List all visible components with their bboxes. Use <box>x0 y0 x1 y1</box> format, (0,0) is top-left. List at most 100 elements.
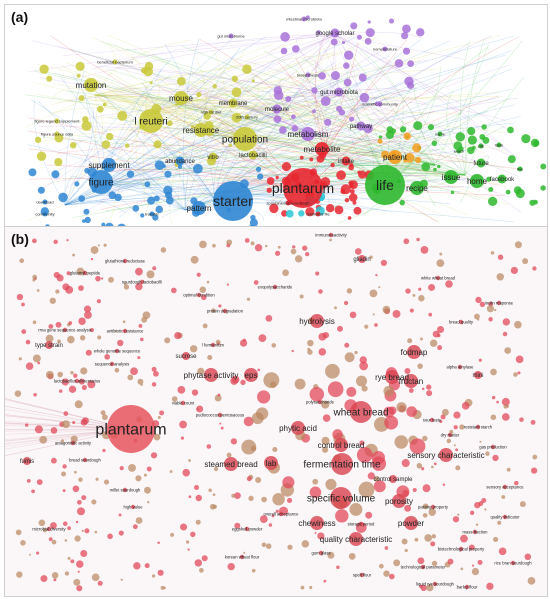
node-dot <box>250 241 255 246</box>
node-dot <box>70 559 75 564</box>
node-dot <box>78 95 85 102</box>
node-dot <box>383 570 390 577</box>
node-dot <box>431 534 436 539</box>
node-fumis <box>23 457 31 465</box>
node-dot <box>81 384 87 391</box>
node-dot <box>479 440 482 443</box>
node-dot <box>49 297 56 304</box>
node-lactobacillus_alimentarius <box>74 378 80 384</box>
node-dot <box>447 558 454 565</box>
node-dot <box>488 317 493 322</box>
node-dot <box>291 349 294 353</box>
node-dot <box>309 486 322 499</box>
node-dot <box>311 87 318 94</box>
node-dot <box>265 543 272 549</box>
link-line <box>99 66 206 131</box>
link-line <box>94 94 215 211</box>
link-line <box>82 34 336 78</box>
node-gas_production <box>490 444 496 450</box>
node-dot <box>274 250 281 256</box>
node-dot <box>315 271 320 276</box>
node-gum_glass <box>318 550 324 556</box>
node-dot <box>32 278 36 282</box>
node-dot <box>199 240 207 249</box>
node-control_sample <box>389 475 397 483</box>
node-dot <box>50 457 57 464</box>
node-dot <box>195 519 201 525</box>
node-dot <box>517 371 521 375</box>
node-dot <box>486 176 492 182</box>
term-label-a: taste <box>495 142 504 147</box>
link-line <box>104 56 235 186</box>
node-eps <box>244 368 258 382</box>
link-line <box>174 51 338 106</box>
node-dot <box>242 338 246 342</box>
link-line <box>93 83 186 211</box>
node-dot <box>358 73 367 82</box>
node-dot <box>416 28 425 37</box>
node-dot <box>34 136 42 143</box>
node-dot <box>503 404 508 409</box>
node-dot <box>361 385 368 392</box>
node-dot <box>384 415 399 430</box>
node-dot <box>389 573 395 580</box>
node-dot <box>365 511 373 519</box>
link-line <box>314 93 390 136</box>
node-dot <box>338 109 346 116</box>
node-dot <box>132 205 140 212</box>
node-dot <box>281 210 288 217</box>
node-dot <box>231 493 236 498</box>
node-phytic_acid <box>291 421 305 435</box>
node-dot <box>159 410 165 416</box>
node-dot <box>212 83 217 89</box>
node-pattern <box>192 201 206 215</box>
link-line <box>234 81 326 156</box>
node-dot <box>467 146 475 155</box>
node-dot <box>497 254 504 260</box>
node-dot <box>16 293 24 301</box>
term-label-b: eps <box>245 371 258 380</box>
node-dot <box>478 501 484 506</box>
node-plantarum <box>107 405 155 453</box>
node-dot <box>171 396 178 402</box>
node-dot <box>265 314 273 322</box>
node-dot <box>519 417 524 422</box>
node-dot <box>180 436 184 440</box>
node-dot <box>291 125 299 132</box>
term-label-b: lab <box>266 459 277 468</box>
term-label-b: rye bread <box>375 373 409 382</box>
node-dot <box>498 547 507 556</box>
node-dot <box>359 440 365 446</box>
node-dot <box>352 200 357 205</box>
node-dot <box>144 486 151 494</box>
node-dot <box>460 534 468 543</box>
node-metabolism <box>301 127 315 141</box>
node-dot <box>101 140 111 149</box>
link-line <box>94 94 242 163</box>
node-dot <box>323 579 327 583</box>
link-line <box>349 51 436 166</box>
node-dot <box>149 81 153 85</box>
node-dot <box>531 467 538 474</box>
node-dot <box>102 448 106 453</box>
node-dot <box>67 556 71 560</box>
node-dot <box>230 438 238 445</box>
node-dot <box>431 560 438 567</box>
node-dot <box>436 325 445 334</box>
node-intestinal_microbiota <box>301 16 307 22</box>
node-inulin_response <box>496 300 502 306</box>
node-dot <box>294 255 303 263</box>
node-dot <box>66 238 69 242</box>
node-transfer <box>149 211 155 217</box>
link-line <box>98 145 186 211</box>
node-dot <box>322 414 331 422</box>
term-label-b: sensory characteristic <box>407 451 484 460</box>
node-dot <box>170 287 177 294</box>
node-dot <box>515 355 524 364</box>
node-dot <box>372 313 375 316</box>
link-line <box>90 34 336 70</box>
link-line <box>64 122 516 206</box>
node-plantarum <box>283 168 323 208</box>
node-dot <box>540 163 547 170</box>
node-dot <box>197 367 205 375</box>
